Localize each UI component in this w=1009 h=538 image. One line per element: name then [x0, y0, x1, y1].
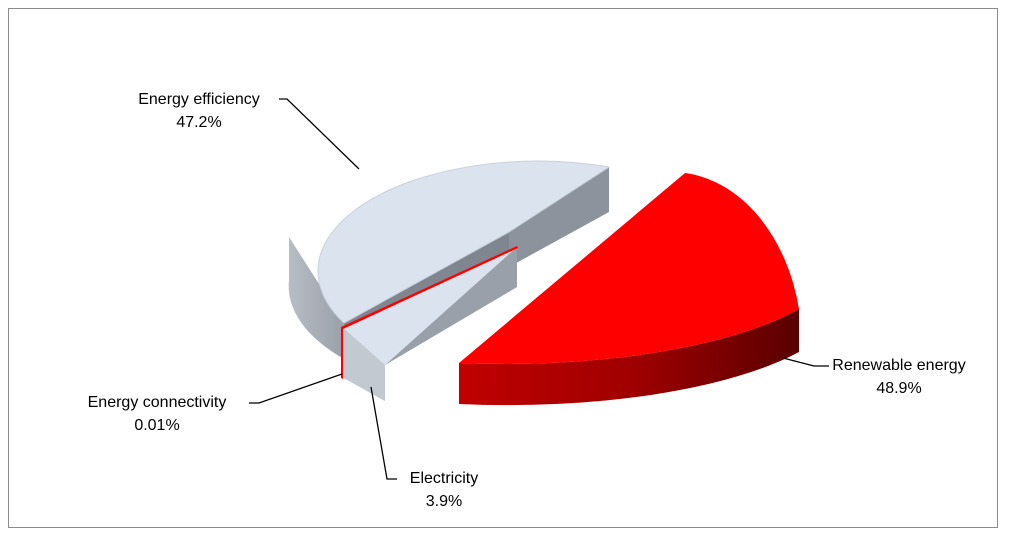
leader-lines: [249, 98, 829, 480]
slice-renewable-energy: [459, 173, 799, 406]
value-energy-connectivity: 0.01%: [134, 417, 179, 434]
label-renewable-energy: Renewable energy: [832, 357, 965, 374]
leader-renewable-energy: [782, 357, 829, 367]
leader-energy-efficiency: [279, 98, 360, 170]
slice-energy-connectivity: [341, 246, 518, 379]
chart-frame: Energy efficiency 47.2% Renewable energy…: [8, 8, 998, 528]
slice-energy-efficiency: [288, 160, 611, 359]
value-renewable-energy: 48.9%: [876, 380, 921, 397]
label-energy-connectivity: Energy connectivity: [88, 394, 227, 411]
leader-energy-connectivity: [249, 373, 343, 404]
slice-electricity: [342, 247, 517, 401]
label-energy-efficiency: Energy efficiency: [138, 91, 260, 108]
pie-chart: Energy efficiency 47.2% Renewable energy…: [88, 91, 966, 510]
value-energy-efficiency: 47.2%: [176, 114, 221, 131]
value-electricity: 3.9%: [426, 493, 462, 510]
label-electricity: Electricity: [410, 470, 478, 487]
leader-electricity: [370, 386, 397, 480]
